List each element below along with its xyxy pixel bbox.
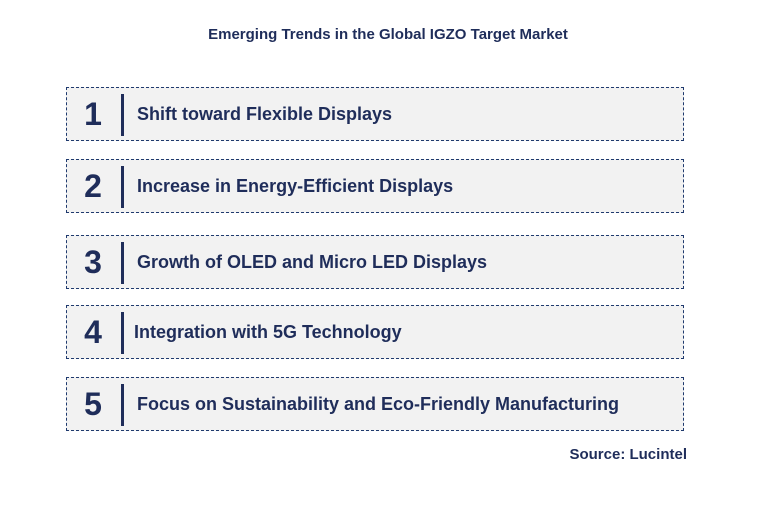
trend-item-2: 2 Increase in Energy-Efficient Displays [66, 159, 684, 213]
trend-number: 1 [84, 95, 102, 132]
trend-label: Shift toward Flexible Displays [137, 103, 393, 124]
trend-divider [121, 166, 124, 208]
trend-number: 2 [84, 167, 102, 204]
trend-label: Increase in Energy-Efficient Displays [137, 175, 454, 196]
chart-title: Emerging Trends in the Global IGZO Targe… [208, 26, 568, 43]
trend-divider [121, 312, 124, 354]
trend-item-4: 4 Integration with 5G Technology [66, 305, 684, 359]
trend-item-1: 1 Shift toward Flexible Displays [66, 87, 684, 141]
trend-divider [121, 384, 124, 426]
trend-divider [121, 242, 124, 284]
trend-number: 3 [84, 243, 102, 280]
source-credit: Source: Lucintel [569, 446, 687, 463]
trend-item-5: 5 Focus on Sustainability and Eco-Friend… [66, 377, 684, 431]
trend-label: Focus on Sustainability and Eco-Friendly… [137, 393, 620, 414]
trend-label: Growth of OLED and Micro LED Displays [137, 251, 488, 272]
trend-number: 4 [84, 313, 102, 350]
trend-divider [121, 94, 124, 136]
trend-item-3: 3 Growth of OLED and Micro LED Displays [66, 235, 684, 289]
trend-number: 5 [84, 385, 102, 422]
trend-label: Integration with 5G Technology [134, 321, 402, 342]
